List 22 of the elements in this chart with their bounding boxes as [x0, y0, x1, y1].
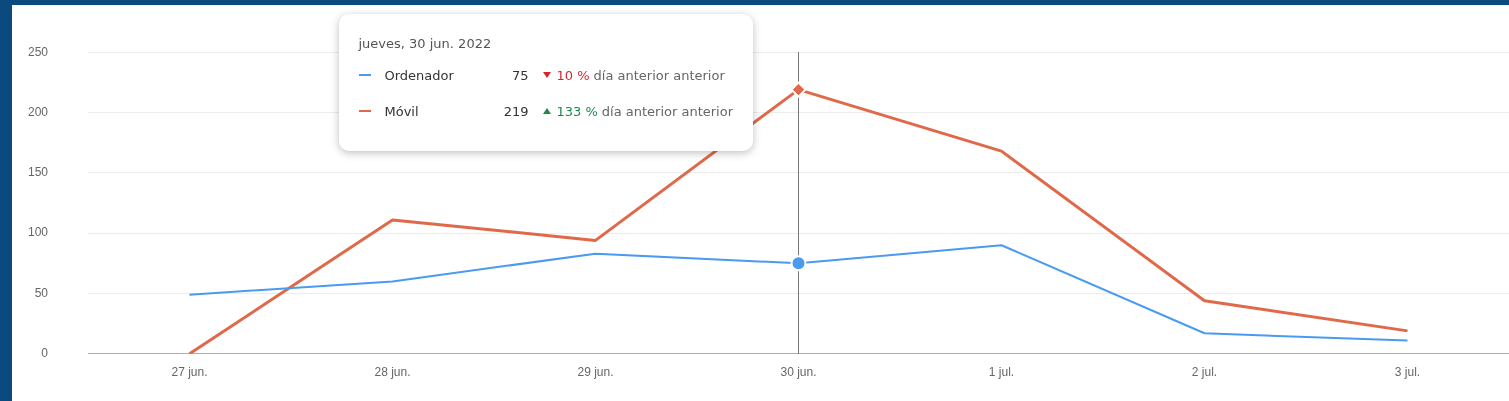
- annotation: día anterior anterior: [593, 67, 725, 83]
- annotation: 75: [510, 67, 529, 83]
- y-tick-label: 0: [41, 346, 49, 361]
- annotation: 10 %: [556, 67, 590, 83]
- x-tick-label: 1 jul.: [988, 365, 1015, 380]
- x-tick-label: 3 jul.: [1394, 365, 1421, 380]
- x-tick-label: 2 jul.: [1191, 365, 1218, 380]
- y-tick-label: 150: [27, 165, 49, 180]
- text: jueves, 30 jun. 2022: [358, 36, 492, 51]
- y-tick-label: 50: [34, 285, 49, 300]
- y-tick-label: 250: [27, 44, 49, 59]
- annotation: día anterior anterior: [601, 103, 734, 119]
- y-tick-label: 100: [27, 225, 49, 240]
- x-tick-label: 28 jun.: [374, 365, 411, 380]
- annotation: 133 %: [556, 103, 598, 119]
- x-tick-label: 30 jun.: [780, 365, 817, 380]
- x-tick-label: 29 jun.: [577, 365, 614, 380]
- legend-label: Ordenador: [384, 67, 455, 83]
- y-tick-label: 200: [27, 104, 49, 119]
- annotation: 219: [502, 103, 529, 119]
- legend-label: Móvil: [384, 103, 420, 119]
- x-tick-label: 27 jun.: [171, 365, 208, 380]
